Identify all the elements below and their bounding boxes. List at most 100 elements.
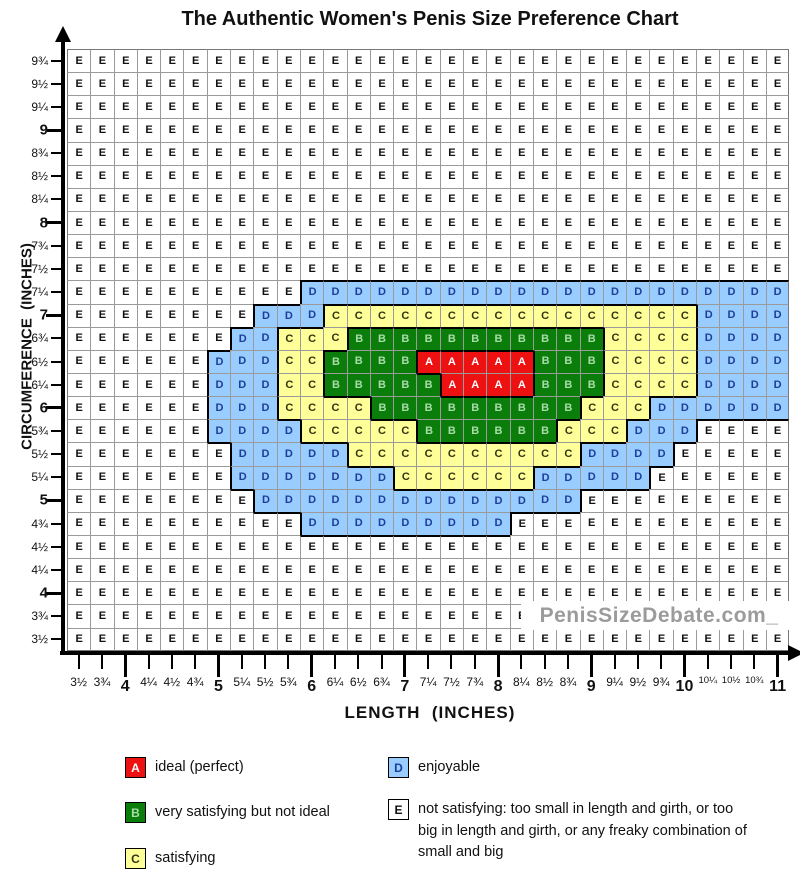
grid-cell: E <box>602 72 627 96</box>
grid-cell: E <box>346 257 370 281</box>
y-tick-label: 8 <box>39 214 48 232</box>
x-tick <box>682 655 686 677</box>
grid-cell: E <box>463 581 487 605</box>
grid-cell: E <box>672 257 697 281</box>
grid-cell: E <box>253 534 277 559</box>
y-tick-label: 4 <box>39 584 48 602</box>
grid-cell: D <box>323 488 347 512</box>
y-tick-label: 5½ <box>31 447 48 462</box>
grid-cell: E <box>113 534 137 559</box>
grid-cell: E <box>626 234 650 258</box>
grid-cell: B <box>509 419 533 443</box>
grid-cell: D <box>626 280 650 304</box>
grid-cell: E <box>649 534 673 559</box>
grid-cell: C <box>602 396 627 420</box>
grid-cell: C <box>323 303 347 327</box>
grid-cell: E <box>183 164 207 188</box>
grid-cell: E <box>765 234 790 258</box>
y-tick-label: 9½ <box>31 76 48 91</box>
grid-cell: E <box>649 187 673 211</box>
grid-cell: E <box>67 396 91 420</box>
grid-cell: E <box>323 187 347 211</box>
grid-cell: E <box>369 534 394 559</box>
grid-cell: E <box>160 604 184 628</box>
grid-cell: E <box>323 95 347 119</box>
grid-cell: D <box>276 488 300 512</box>
y-tick <box>51 337 61 340</box>
grid-cell: D <box>463 511 487 535</box>
grid-cell: B <box>439 396 464 420</box>
grid-cell: C <box>346 396 370 420</box>
grid-cell: E <box>369 118 394 142</box>
x-tick <box>520 655 523 669</box>
grid-cell: E <box>486 164 510 188</box>
grid-cell: D <box>509 280 533 304</box>
grid-cell: C <box>299 419 324 443</box>
x-tick <box>613 655 616 669</box>
grid-cell: E <box>113 95 137 119</box>
grid-cell: E <box>67 72 91 96</box>
grid-cell: E <box>113 442 137 466</box>
x-tick-label: 4¼ <box>140 675 157 689</box>
grid-cell: E <box>253 95 277 119</box>
grid-cell: E <box>113 72 137 96</box>
grid-cell: E <box>672 581 697 605</box>
grid-cell: E <box>90 558 114 582</box>
grid-cell: E <box>136 95 161 119</box>
grid-cell: E <box>626 257 650 281</box>
grid-cell: E <box>276 72 300 96</box>
grid-cell: E <box>672 72 697 96</box>
grid-cell: E <box>67 118 91 142</box>
grid-cell: E <box>160 627 184 651</box>
grid-cell: D <box>556 488 580 512</box>
grid-cell: E <box>532 164 557 188</box>
grid-cell: E <box>183 511 207 535</box>
grid-cell: D <box>369 280 394 304</box>
grid-cell: E <box>719 187 743 211</box>
grid-cell: E <box>439 72 464 96</box>
x-axis-label: LENGTH (INCHES) <box>344 703 516 722</box>
grid-cell: E <box>463 118 487 142</box>
grid-cell: D <box>742 396 766 420</box>
grid-cell: E <box>742 534 766 559</box>
grid-cell: E <box>532 72 557 96</box>
grid-cell: D <box>393 280 417 304</box>
grid-cell: E <box>696 187 720 211</box>
grid-cell: E <box>136 257 161 281</box>
grid-cell: E <box>579 72 603 96</box>
grid-cell: E <box>509 49 533 73</box>
grid-cell: E <box>439 164 464 188</box>
x-tick <box>730 655 733 669</box>
grid-cell: B <box>579 349 603 373</box>
grid-cell: E <box>160 280 184 304</box>
grid-cell: E <box>649 465 673 489</box>
grid-cell: C <box>393 465 417 489</box>
grid-cell: E <box>532 627 557 651</box>
grid-cell: D <box>230 419 254 443</box>
grid-cell: C <box>369 419 394 443</box>
grid-cell: D <box>579 442 603 466</box>
grid-cell: E <box>90 234 114 258</box>
grid-cell: E <box>230 534 254 559</box>
grid-cell: E <box>626 95 650 119</box>
grid-cell: E <box>439 95 464 119</box>
grid-cell: E <box>463 558 487 582</box>
grid-cell: E <box>323 604 347 628</box>
grid-cell: E <box>160 72 184 96</box>
grid-cell: E <box>323 627 347 651</box>
grid-cell: E <box>276 534 300 559</box>
grid-cell: B <box>369 372 394 397</box>
grid-cell: E <box>742 187 766 211</box>
grid-cell: E <box>369 49 394 73</box>
grid-cell: B <box>463 396 487 420</box>
grid-cell: E <box>626 210 650 235</box>
grid-cell: E <box>672 465 697 489</box>
grid-cell: E <box>206 581 231 605</box>
grid-cell: E <box>206 303 231 327</box>
grid-cell: E <box>416 95 440 119</box>
x-tick-label: 5½ <box>256 675 274 689</box>
grid-cell: E <box>346 581 370 605</box>
grid-cell: E <box>206 465 231 489</box>
x-tick <box>147 655 150 669</box>
grid-cell: E <box>299 581 324 605</box>
